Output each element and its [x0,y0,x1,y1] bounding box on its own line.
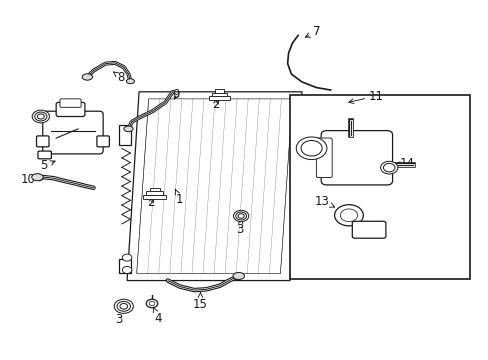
Circle shape [114,299,133,313]
Circle shape [37,114,44,119]
Text: 9: 9 [172,88,180,101]
Bar [119,259,131,274]
Ellipse shape [232,273,244,279]
Circle shape [32,110,49,123]
Polygon shape [137,99,292,274]
FancyBboxPatch shape [42,111,103,154]
FancyBboxPatch shape [351,221,385,238]
Text: 5: 5 [41,159,55,172]
FancyBboxPatch shape [97,136,109,147]
Circle shape [353,222,372,237]
Bar [119,125,131,145]
FancyBboxPatch shape [321,131,392,185]
Bar [289,95,469,279]
Text: 3: 3 [236,219,243,236]
Circle shape [149,301,155,306]
Text: 15: 15 [193,293,207,311]
Bar [214,89,224,93]
Text: 7: 7 [305,25,320,38]
Text: 1: 1 [175,189,183,206]
Bar [143,195,166,199]
Circle shape [235,212,246,220]
Circle shape [340,209,357,222]
Ellipse shape [123,126,133,132]
Circle shape [380,161,397,174]
FancyBboxPatch shape [56,102,85,117]
Text: 2: 2 [147,197,155,210]
Text: 8: 8 [113,71,125,84]
Text: 11: 11 [348,90,383,104]
Circle shape [296,137,326,159]
Circle shape [117,301,130,311]
Circle shape [120,303,127,309]
Text: 6: 6 [36,110,49,123]
Ellipse shape [32,174,43,181]
FancyBboxPatch shape [37,136,49,147]
Circle shape [238,214,244,218]
Circle shape [122,266,132,274]
Text: 13: 13 [314,195,334,208]
Circle shape [301,140,322,156]
Circle shape [334,205,363,226]
Text: 10: 10 [20,173,44,186]
Text: 14: 14 [395,157,414,170]
Ellipse shape [82,74,92,80]
Bar [149,188,160,192]
Text: 3: 3 [115,308,123,326]
Bar [211,93,227,96]
Polygon shape [127,92,302,280]
FancyBboxPatch shape [60,99,81,107]
Text: 12: 12 [304,138,319,151]
Ellipse shape [126,79,134,84]
Circle shape [122,254,132,261]
Circle shape [383,163,394,172]
Bar [208,96,230,100]
Bar [146,192,163,195]
FancyBboxPatch shape [316,138,331,177]
Circle shape [35,112,47,121]
Text: 2: 2 [212,98,219,111]
Circle shape [146,299,158,308]
FancyBboxPatch shape [38,151,51,159]
Text: 4: 4 [153,307,162,325]
Circle shape [233,210,248,222]
